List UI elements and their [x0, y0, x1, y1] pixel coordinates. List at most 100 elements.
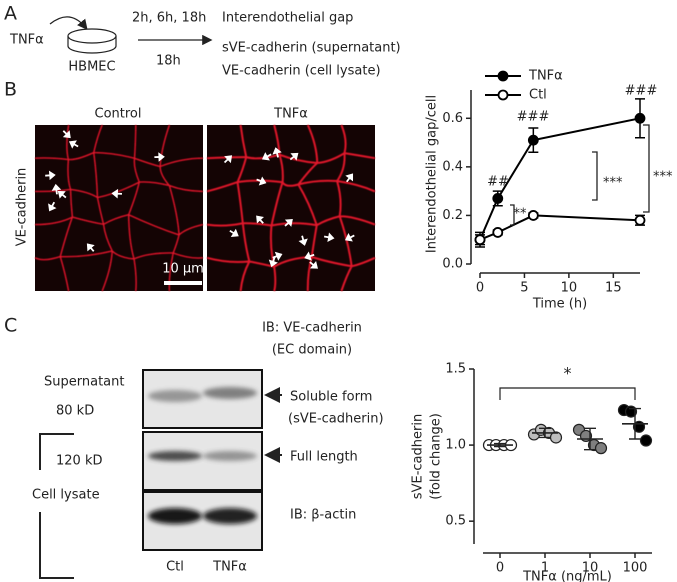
arrow-marker: [229, 228, 239, 237]
legend-label: TNFα: [528, 69, 563, 84]
marker: [634, 112, 646, 124]
error-bar: [584, 427, 596, 451]
panel-letter: C: [4, 315, 17, 337]
error-bar: [629, 407, 641, 440]
data-point: [639, 434, 653, 447]
x-tick-label: 1: [541, 561, 549, 576]
scale-bar-label: 10 μm: [162, 262, 204, 277]
significance: **: [514, 207, 528, 222]
marker: [527, 134, 539, 146]
significance: ###: [625, 84, 658, 99]
arrow-marker: [154, 152, 165, 162]
y-axis-label: sVE-cadherin: [411, 414, 426, 499]
dish: [67, 28, 117, 54]
marker: [492, 227, 504, 238]
readout: VE-cadherin (cell lysate): [222, 64, 381, 79]
blot-band: [148, 390, 202, 402]
lane-label: Ctl: [166, 560, 184, 575]
significance-bracket: [499, 387, 636, 400]
significance: ***: [603, 176, 623, 191]
y-axis-label: (fold change): [429, 413, 444, 500]
y-axis-label: Interendothelial gap/cell: [425, 95, 440, 253]
arrow-marker: [323, 232, 335, 242]
band-label: (sVE-cadherin): [288, 412, 384, 427]
blot-frame: [142, 369, 263, 429]
legend-marker: [497, 70, 509, 82]
arrow-marker: [68, 140, 79, 149]
image-title: Control: [95, 107, 142, 122]
blot-band: [148, 451, 202, 461]
arrow-marker: [223, 155, 233, 164]
blot-band: [148, 508, 202, 524]
size-label: 80 kD: [56, 404, 94, 419]
size-label: 120 kD: [56, 454, 102, 469]
micrographs: [34, 124, 376, 292]
arrow-marker: [309, 260, 318, 269]
y-tick-label: 1.5: [445, 362, 466, 377]
arrow-marker: [298, 235, 308, 246]
y-tick-label: 1.0: [445, 438, 466, 453]
marker: [492, 193, 504, 204]
x-tick-label: 15: [605, 281, 622, 296]
arrow-marker: [256, 176, 267, 186]
arrow-marker: [256, 215, 264, 224]
stimulus: TNFα: [9, 33, 44, 48]
panel-letter: B: [4, 79, 17, 101]
x-axis-label: TNFα (ng/mL): [522, 570, 612, 582]
x-tick-label: 10: [561, 281, 578, 296]
series-line: [479, 214, 641, 241]
x-tick-label: 5: [520, 281, 528, 296]
bracket: [39, 433, 74, 579]
arrow-marker: [45, 170, 56, 181]
legend-label: Ctl: [529, 88, 547, 103]
series-line: [479, 117, 641, 241]
error-bar: [494, 442, 506, 448]
arrow-marker: [86, 243, 95, 252]
y-tick-label: 0.0: [442, 257, 463, 272]
blot-band: [203, 387, 257, 399]
arrow-marker: [284, 218, 293, 227]
significance-bracket: [510, 124, 650, 226]
error-bar: [539, 427, 551, 439]
time-label: 18h: [156, 54, 181, 69]
x-tick-label: 100: [623, 561, 648, 576]
y-tick-label: 0.2: [442, 208, 463, 223]
readout: Interendothelial gap: [222, 11, 353, 26]
arrow-marker: [261, 152, 272, 161]
arrow-marker: [345, 173, 354, 183]
time-label: 2h, 6h, 18h: [132, 11, 206, 26]
arrow-marker: [304, 251, 315, 261]
cell-label: HBMEC: [68, 60, 115, 75]
marker: [474, 234, 486, 246]
arrow-marker: [111, 188, 123, 199]
blot-band: [203, 451, 257, 461]
blot-band: [203, 508, 257, 524]
band-label: Soluble form: [290, 390, 372, 405]
image-title: TNFα: [273, 107, 308, 122]
fraction-label: Supernatant: [44, 375, 124, 390]
y-tick-label: 0.6: [442, 111, 463, 126]
blot-frame: [142, 431, 263, 491]
arrow-marker: [272, 147, 282, 158]
curved-arrow: [49, 16, 88, 31]
x-axis-label: Time (h): [532, 297, 587, 312]
y-tick-label: 0.4: [442, 159, 463, 174]
x-tick-label: 0: [476, 281, 484, 296]
panel-letter: A: [4, 3, 17, 25]
arrow-marker: [272, 251, 283, 261]
y-tick-label: 0.5: [445, 514, 466, 529]
blot-title: (EC domain): [272, 343, 352, 358]
stain-label: VE-cadherin: [15, 168, 30, 247]
significance: ##: [487, 175, 509, 190]
blots: [142, 369, 263, 551]
band-label: Full length: [290, 450, 358, 465]
x-tick-label: 10: [582, 561, 599, 576]
significance: *: [564, 364, 572, 383]
fraction-label: Cell lysate: [32, 488, 100, 503]
legend-marker: [497, 89, 509, 101]
blot-title: IB: VE-cadherin: [262, 321, 362, 336]
readout: sVE-cadherin (supernatant): [222, 41, 401, 56]
